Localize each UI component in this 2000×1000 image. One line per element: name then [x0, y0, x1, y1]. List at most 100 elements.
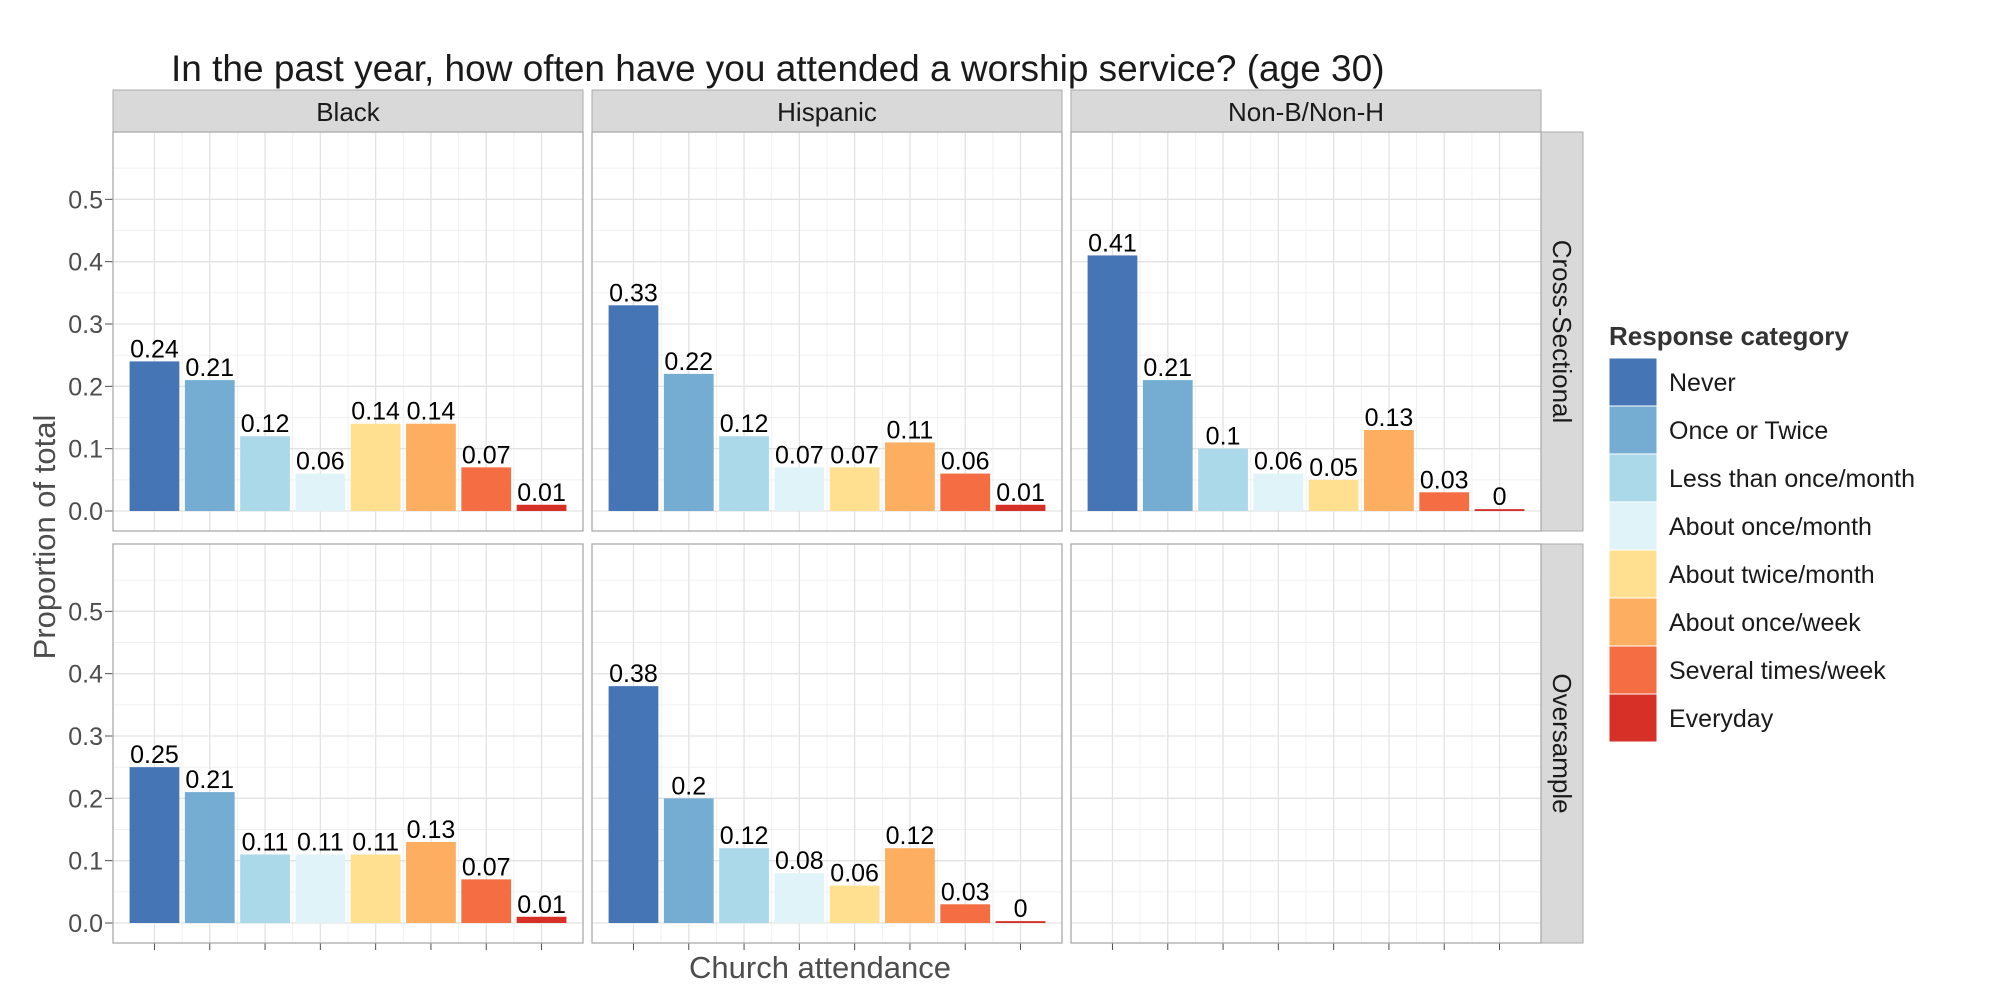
bar [350, 854, 401, 923]
bar [608, 686, 659, 923]
chart-title: In the past year, how often have you att… [171, 48, 1385, 89]
bar [608, 305, 659, 511]
facet-strip-row [1540, 131, 1584, 532]
bar [350, 423, 401, 511]
facet-panel-border [1070, 131, 1542, 532]
data-label: 0.11 [242, 828, 289, 856]
facet-strip-column [112, 89, 584, 133]
bar [995, 921, 1046, 923]
facet-strip-label: Non-B/Non-H [1228, 97, 1384, 127]
bar [129, 361, 180, 511]
y-tick-label: 0.0 [68, 910, 103, 938]
bar [295, 854, 346, 923]
facet-panel-border [591, 543, 1063, 944]
y-tick-label: 0.4 [68, 661, 103, 689]
bar [1253, 473, 1304, 511]
bar [1364, 429, 1414, 511]
facet-grid: Black Hispanic Non-B/Non-H Cross-Sectional O… [68, 89, 1584, 950]
y-tick-label: 0.3 [68, 723, 103, 751]
data-label: 0.07 [462, 853, 511, 881]
legend-label: Never [1669, 369, 1736, 397]
data-label: 0.07 [830, 441, 879, 469]
facet-panel-border [112, 131, 584, 532]
facet-strip-label: Hispanic [777, 97, 877, 127]
y-tick-label: 0.1 [68, 848, 103, 876]
data-label: 0.38 [609, 660, 658, 688]
bar [1308, 479, 1359, 511]
data-label: 0.21 [185, 766, 234, 794]
data-label: 0.11 [352, 828, 399, 856]
data-label: 0.2 [671, 772, 706, 800]
y-tick-label: 0.5 [68, 186, 103, 214]
data-label: 0.01 [517, 479, 566, 507]
bar [719, 436, 769, 511]
data-label: 0.33 [609, 279, 658, 307]
bar [995, 504, 1046, 511]
data-label: 0.03 [941, 878, 990, 906]
y-tick-label: 0.3 [68, 311, 103, 339]
bar [1198, 448, 1248, 511]
data-label: 0.24 [130, 335, 179, 363]
legend-key [1608, 597, 1658, 647]
y-tick-label: 0.2 [68, 373, 103, 401]
legend-key [1608, 453, 1658, 503]
data-label: 0.12 [720, 410, 769, 438]
bar [1142, 380, 1193, 511]
data-label: 0.22 [664, 348, 713, 376]
facet-strip-label: Black [316, 97, 381, 127]
bar [406, 423, 456, 511]
data-label: 0.06 [1254, 448, 1303, 476]
legend-key [1608, 693, 1658, 743]
bar [1474, 509, 1525, 511]
data-label: 0.13 [1365, 404, 1414, 432]
legend-label: Several times/week [1669, 657, 1886, 685]
legend-key [1608, 357, 1658, 407]
data-label: 0.01 [517, 891, 566, 919]
data-label: 0 [1493, 483, 1507, 511]
bar [461, 467, 512, 511]
bar [829, 885, 880, 923]
data-label: 0.07 [462, 441, 511, 469]
facet-strip-column [1070, 89, 1542, 133]
data-label: 0.14 [407, 398, 456, 426]
bar [240, 854, 290, 923]
legend-key [1608, 645, 1658, 695]
bar [663, 798, 714, 923]
data-label: 0.07 [775, 441, 824, 469]
data-label: 0 [1014, 895, 1028, 923]
facet-strip-label: Oversample [1547, 673, 1577, 813]
bar [516, 916, 567, 923]
data-label: 0.08 [775, 847, 824, 875]
data-label: 0.06 [941, 448, 990, 476]
data-label: 0.1 [1206, 423, 1241, 451]
bar [829, 467, 880, 511]
legend-label: About once/month [1669, 513, 1872, 541]
bar [461, 879, 512, 923]
data-label: 0.06 [296, 448, 345, 476]
legend-label: About twice/month [1669, 561, 1875, 589]
bar [516, 504, 567, 511]
y-tick-label: 0.2 [68, 785, 103, 813]
facet-panel-border [1070, 543, 1542, 944]
bar [295, 473, 346, 511]
legend-label: About once/week [1669, 609, 1861, 637]
bar [940, 904, 991, 923]
facet-strip-column [591, 89, 1063, 133]
legend-label: Less than once/month [1669, 465, 1915, 493]
data-label: 0.25 [130, 741, 179, 769]
legend-label: Everyday [1669, 705, 1774, 733]
legend-key [1608, 501, 1658, 551]
legend-key [1608, 549, 1658, 599]
legend-title: Response category [1609, 321, 1849, 351]
y-axis-label: Proportion of total [27, 415, 62, 660]
bar [406, 841, 456, 923]
y-tick-label: 0.0 [68, 498, 103, 526]
data-label: 0.05 [1309, 454, 1358, 482]
data-label: 0.12 [886, 822, 935, 850]
bar [774, 873, 825, 923]
legend-key [1608, 405, 1658, 455]
data-label: 0.41 [1088, 229, 1137, 257]
legend-label: Once or Twice [1669, 417, 1828, 445]
bar [663, 373, 714, 511]
